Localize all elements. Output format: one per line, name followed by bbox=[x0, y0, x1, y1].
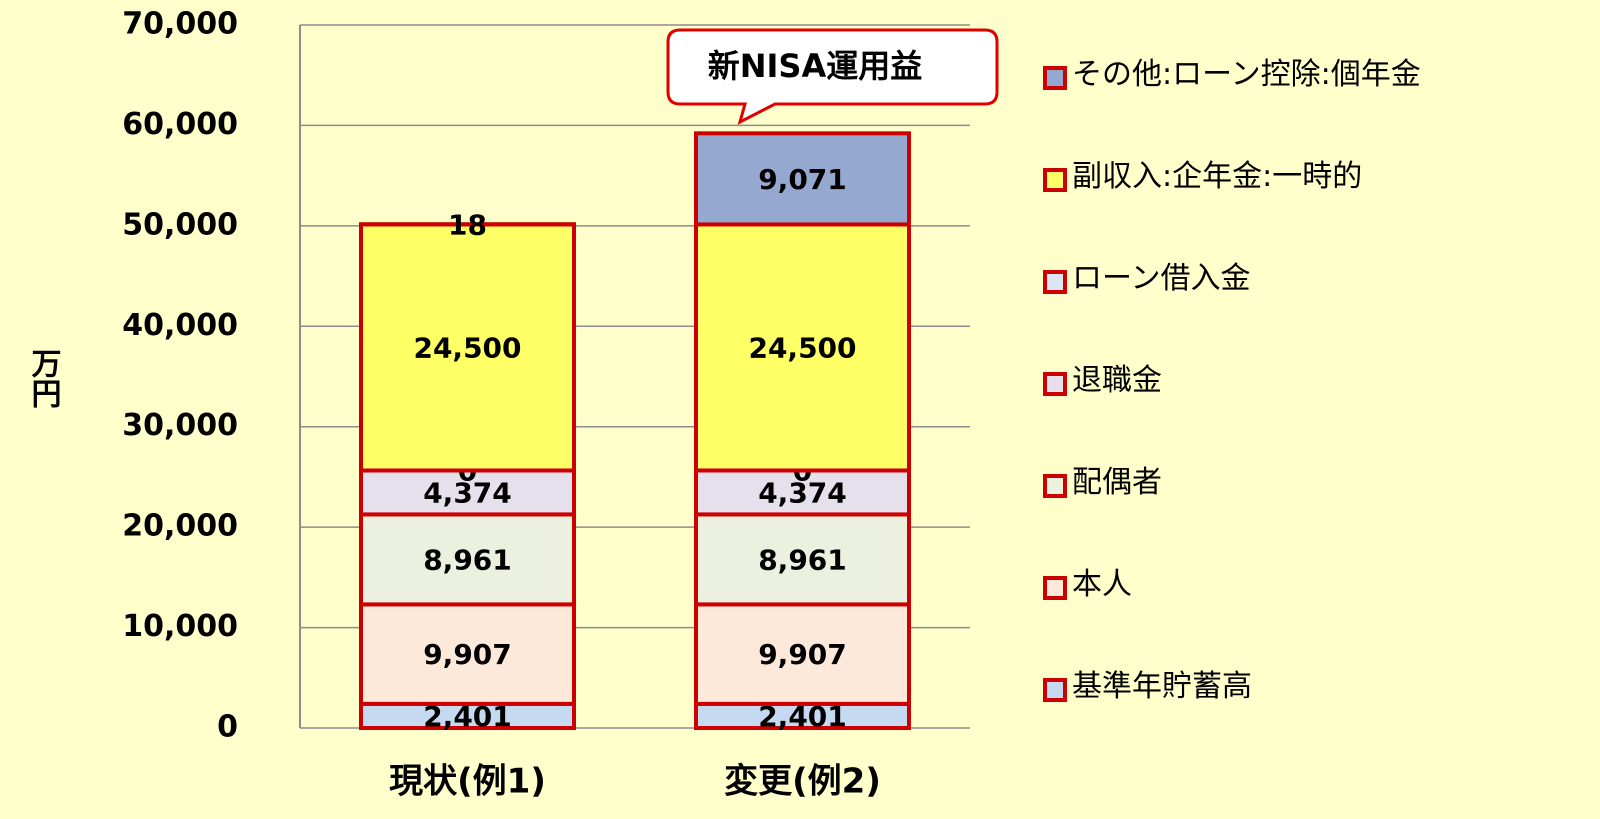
legend-swatch bbox=[1043, 474, 1067, 498]
legend-entry: 配偶者 bbox=[1072, 465, 1162, 500]
data-label: 9,907 bbox=[758, 638, 847, 671]
bar-segment bbox=[694, 602, 911, 706]
data-label: 8,961 bbox=[758, 543, 847, 576]
data-label: 4,374 bbox=[423, 476, 512, 509]
bar-segment bbox=[359, 701, 576, 730]
legend-label: 配偶者 bbox=[1072, 465, 1162, 500]
callout-text: 新NISA運用益 bbox=[708, 47, 923, 85]
legend-entry: 副収入:企年金:一時的 bbox=[1072, 159, 1363, 194]
legend-swatch bbox=[1043, 372, 1067, 396]
data-label: 4,374 bbox=[758, 476, 847, 509]
y-tick-label: 50,000 bbox=[122, 207, 238, 242]
legend-entry: 本人 bbox=[1072, 567, 1132, 602]
y-axis-label: 万円 bbox=[26, 348, 62, 408]
legend-label: その他:ローン控除:個年金 bbox=[1072, 57, 1421, 92]
legend-label: 退職金 bbox=[1072, 363, 1162, 398]
x-tick-label: 変更(例2) bbox=[724, 762, 881, 802]
bar-segment bbox=[694, 131, 911, 227]
y-tick-label: 70,000 bbox=[122, 7, 238, 42]
callout: 新NISA運用益 bbox=[666, 28, 999, 125]
bar-segment bbox=[359, 468, 576, 517]
y-tick-label: 20,000 bbox=[122, 509, 238, 544]
legend-entry: その他:ローン控除:個年金 bbox=[1072, 57, 1421, 92]
data-label: 24,500 bbox=[413, 331, 521, 364]
legend-swatch bbox=[1043, 168, 1067, 192]
legend-swatch bbox=[1043, 576, 1067, 600]
y-tick-label: 60,000 bbox=[122, 107, 238, 142]
y-tick-label: 30,000 bbox=[122, 408, 238, 443]
callout-box bbox=[666, 28, 999, 125]
data-label: 9,907 bbox=[423, 638, 512, 671]
data-label: 18 bbox=[448, 208, 487, 241]
bar-segment bbox=[694, 222, 911, 473]
bar-segment bbox=[359, 512, 576, 607]
bar-segment bbox=[694, 512, 911, 607]
bar-segment bbox=[694, 701, 911, 730]
y-tick-label: 0 bbox=[217, 710, 238, 745]
legend-entry: ローン借入金 bbox=[1072, 261, 1251, 296]
x-tick-label: 現状(例1) bbox=[389, 762, 546, 802]
bar-segment bbox=[359, 222, 576, 473]
data-label: 24,500 bbox=[748, 331, 856, 364]
legend-swatch bbox=[1043, 270, 1067, 294]
legend-label: ローン借入金 bbox=[1072, 261, 1251, 296]
bar-segment bbox=[694, 468, 911, 517]
legend-label: 基準年貯蓄高 bbox=[1072, 669, 1252, 704]
data-label: 9,071 bbox=[758, 163, 847, 196]
data-label: 8,961 bbox=[423, 543, 512, 576]
legend-swatch bbox=[1043, 678, 1067, 702]
y-tick-label: 40,000 bbox=[122, 308, 238, 343]
legend-swatch bbox=[1043, 66, 1067, 90]
legend-entry: 退職金 bbox=[1072, 363, 1162, 398]
legend-label: 副収入:企年金:一時的 bbox=[1072, 159, 1363, 194]
legend-label: 本人 bbox=[1072, 567, 1132, 602]
y-tick-label: 10,000 bbox=[122, 609, 238, 644]
legend-entry: 基準年貯蓄高 bbox=[1072, 669, 1252, 704]
